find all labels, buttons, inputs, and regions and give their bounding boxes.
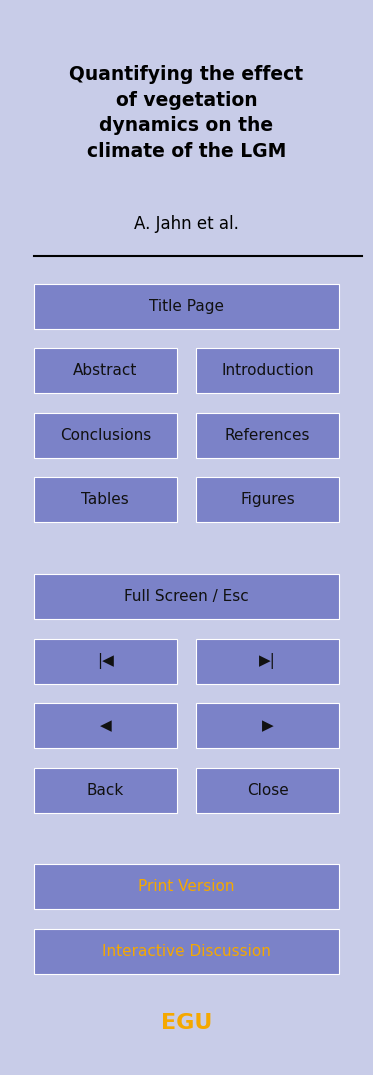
FancyBboxPatch shape — [196, 639, 339, 684]
FancyBboxPatch shape — [34, 477, 177, 522]
Text: Introduction: Introduction — [221, 363, 314, 378]
Text: Quantifying the effect
of vegetation
dynamics on the
climate of the LGM: Quantifying the effect of vegetation dyn… — [69, 64, 304, 161]
FancyBboxPatch shape — [196, 477, 339, 522]
Text: ◀: ◀ — [100, 718, 111, 733]
Text: |◀: |◀ — [97, 654, 114, 669]
Text: EGU: EGU — [161, 1014, 212, 1033]
FancyBboxPatch shape — [34, 574, 339, 619]
Text: Back: Back — [87, 783, 124, 798]
Text: Tables: Tables — [81, 492, 129, 507]
FancyBboxPatch shape — [34, 768, 177, 813]
FancyBboxPatch shape — [34, 929, 339, 974]
Text: ▶|: ▶| — [259, 654, 276, 669]
Text: Print Version: Print Version — [138, 879, 235, 894]
FancyBboxPatch shape — [196, 703, 339, 748]
Text: ▶: ▶ — [262, 718, 273, 733]
FancyBboxPatch shape — [34, 703, 177, 748]
FancyBboxPatch shape — [196, 413, 339, 458]
Text: Conclusions: Conclusions — [60, 428, 151, 443]
FancyBboxPatch shape — [34, 413, 177, 458]
Text: A. Jahn et al.: A. Jahn et al. — [134, 215, 239, 232]
Text: Close: Close — [247, 783, 288, 798]
FancyBboxPatch shape — [34, 284, 339, 329]
Text: Figures: Figures — [240, 492, 295, 507]
Text: Abstract: Abstract — [73, 363, 138, 378]
FancyBboxPatch shape — [196, 348, 339, 393]
FancyBboxPatch shape — [34, 639, 177, 684]
Text: Title Page: Title Page — [149, 299, 224, 314]
FancyBboxPatch shape — [34, 864, 339, 909]
FancyBboxPatch shape — [34, 348, 177, 393]
Text: Full Screen / Esc: Full Screen / Esc — [124, 589, 249, 604]
FancyBboxPatch shape — [196, 768, 339, 813]
Text: Interactive Discussion: Interactive Discussion — [102, 944, 271, 959]
Text: References: References — [225, 428, 310, 443]
